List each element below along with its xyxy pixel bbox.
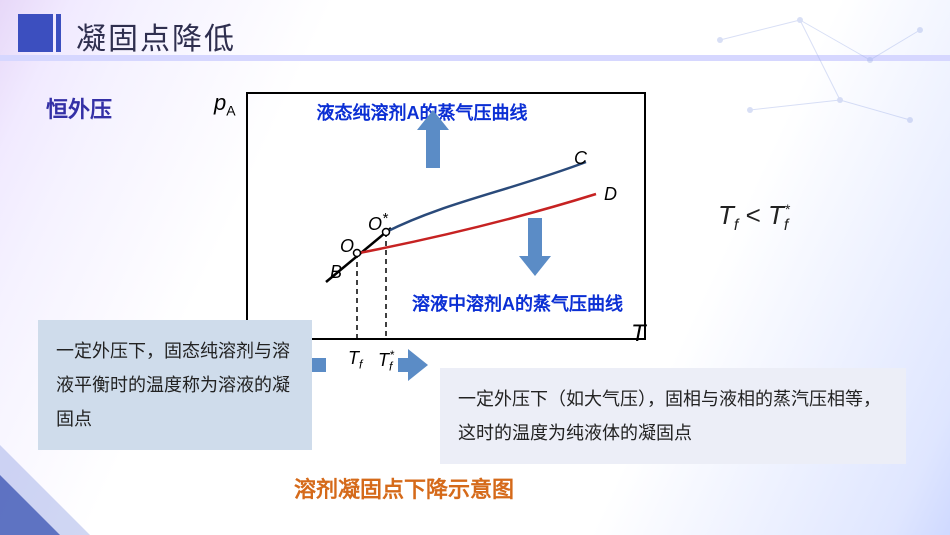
curve-solution bbox=[354, 194, 596, 254]
slide-title: 凝固点降低 bbox=[76, 14, 236, 58]
slide: { "colors":{ "hdr_strip":"#d6d7ff", "hdr… bbox=[0, 0, 950, 535]
y-axis-label: pA bbox=[214, 90, 236, 118]
header-block bbox=[18, 14, 48, 52]
left-label: 恒外压 bbox=[46, 92, 112, 124]
network-deco bbox=[690, 0, 950, 160]
curve-solvent bbox=[386, 162, 586, 232]
tick-Tf: Tf bbox=[348, 348, 362, 372]
legend-solution: 溶液中溶剂A的蒸气压曲线 bbox=[412, 290, 623, 316]
label-C: C bbox=[574, 148, 587, 169]
inequality: Tf < Tf* bbox=[718, 200, 790, 235]
header-bars bbox=[48, 14, 64, 52]
label-O: O bbox=[340, 236, 354, 257]
note-right: 一定外压下（如大气压），固相与液相的蒸汽压相等，这时的温度为纯液体的凝固点 bbox=[440, 368, 906, 464]
point-O bbox=[354, 250, 361, 257]
label-B: B bbox=[330, 262, 342, 283]
caption: 溶剂凝固点下降示意图 bbox=[294, 472, 514, 504]
note-left: 一定外压下，固态纯溶剂与溶液平衡时的温度称为溶液的凝固点 bbox=[38, 320, 312, 450]
label-D: D bbox=[604, 184, 617, 205]
label-Ostar: O* bbox=[368, 210, 388, 235]
corner-deco bbox=[0, 475, 60, 535]
tick-Tfs: Tf* bbox=[378, 348, 394, 374]
x-axis-label: T bbox=[631, 320, 646, 348]
